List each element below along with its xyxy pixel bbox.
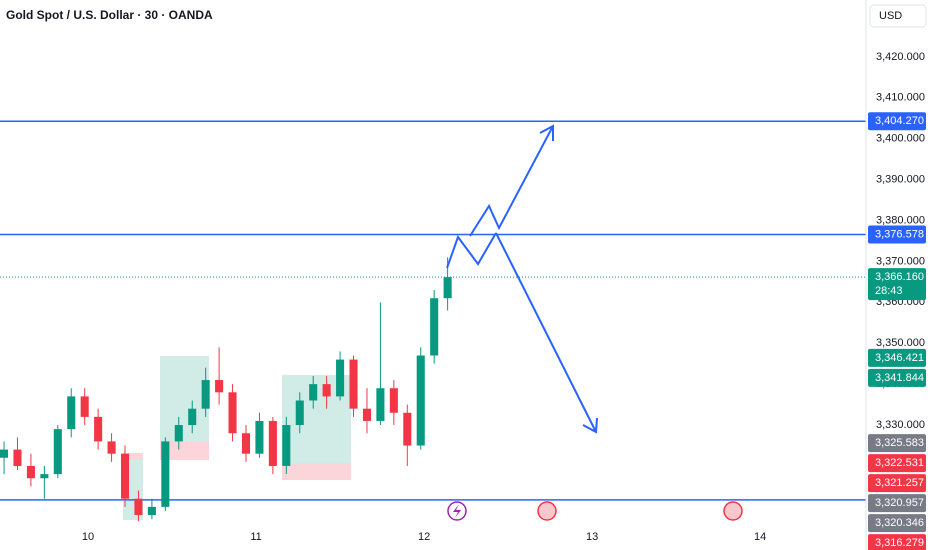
candle-body xyxy=(147,506,156,516)
candle-body xyxy=(241,433,251,454)
y-tick-label: 3,390.000 xyxy=(876,173,925,185)
candle-body xyxy=(322,384,331,397)
candle-body xyxy=(416,355,425,446)
x-tick-label: 10 xyxy=(82,531,94,543)
y-tick-label: 3,400.000 xyxy=(876,133,925,145)
candle-body xyxy=(309,384,318,401)
candle-body xyxy=(362,408,371,421)
price-label: 3,320.957 xyxy=(875,497,924,509)
candle-body xyxy=(174,425,183,442)
candle-body xyxy=(349,359,358,409)
price-label: 3,346.421 xyxy=(875,352,924,364)
projection-down xyxy=(495,232,597,433)
price-label: 3,376.578 xyxy=(875,228,924,240)
candle-body xyxy=(80,396,89,417)
candle-body xyxy=(376,388,385,421)
y-tick-label: 3,330.000 xyxy=(876,419,925,431)
candle-body xyxy=(403,412,412,446)
y-tick-label: 3,370.000 xyxy=(876,255,925,267)
candle-body xyxy=(295,400,304,426)
event-icon[interactable] xyxy=(723,501,743,521)
event-icons xyxy=(447,501,743,521)
price-label-box xyxy=(868,368,926,387)
candle-body xyxy=(67,396,76,430)
candle-body xyxy=(0,449,9,458)
candle-body xyxy=(228,392,237,434)
candle-body xyxy=(255,420,264,454)
price-label: 3,322.531 xyxy=(875,457,924,469)
candle-body xyxy=(26,465,35,479)
price-label: 3,404.270 xyxy=(875,115,924,127)
candle-body xyxy=(120,453,130,499)
candle-body xyxy=(13,449,22,466)
candle-body xyxy=(336,359,345,397)
projection-up xyxy=(469,125,554,237)
price-label-box xyxy=(868,348,926,367)
candle-body xyxy=(443,277,452,299)
price-label-box xyxy=(868,454,926,473)
y-tick-label: 3,420.000 xyxy=(876,51,925,63)
price-label-box xyxy=(868,494,926,513)
candle-body xyxy=(268,420,277,466)
y-tick-label: 3,350.000 xyxy=(876,337,925,349)
x-tick-label: 14 xyxy=(754,531,766,543)
price-label: 3,321.257 xyxy=(875,477,924,489)
zones xyxy=(123,356,351,520)
countdown: 28:43 xyxy=(875,285,903,297)
event-icon[interactable] xyxy=(537,501,557,521)
zone-red xyxy=(160,441,209,460)
currency: USD xyxy=(879,10,902,22)
arrow-head xyxy=(539,124,554,141)
price-label-box xyxy=(868,225,926,244)
candle-body xyxy=(430,298,439,356)
price-label: 3,341.844 xyxy=(875,372,924,384)
zone-green xyxy=(160,356,209,441)
arrow-head xyxy=(582,417,598,434)
zone-red xyxy=(282,463,351,480)
candle-body xyxy=(40,474,49,479)
price-label: 3,320.346 xyxy=(875,517,924,529)
candle-body xyxy=(94,416,103,442)
zone-red xyxy=(123,453,143,460)
event-bolt xyxy=(453,504,461,518)
candle-body xyxy=(201,380,210,409)
currency-button[interactable] xyxy=(869,4,927,28)
price-label: 3,325.583 xyxy=(875,437,924,449)
price-label-box xyxy=(868,534,926,550)
y-tick-label: 3,410.000 xyxy=(876,92,925,104)
chart-title: Gold Spot / U.S. Dollar · 30 · OANDA xyxy=(6,8,213,22)
candle-body xyxy=(134,498,143,516)
price-label: 3,366.160 xyxy=(875,271,924,283)
price-label-box xyxy=(868,268,926,301)
candle-body xyxy=(161,441,170,507)
price-label-box xyxy=(868,474,926,493)
candle-body xyxy=(215,380,224,393)
candle-body xyxy=(107,441,116,454)
x-tick-label: 12 xyxy=(418,531,430,543)
projection-path xyxy=(446,232,497,269)
price-label-box xyxy=(868,514,926,533)
x-tick-label: 11 xyxy=(250,531,261,543)
x-tick-label: 13 xyxy=(586,531,598,543)
candle-body xyxy=(53,429,62,475)
price-label-box xyxy=(868,434,926,453)
price-label-box xyxy=(868,112,926,131)
projection-arrows xyxy=(446,124,598,434)
price-label: 3,316.279 xyxy=(875,537,924,549)
candle-body xyxy=(188,408,197,426)
y-tick-label: 3,380.000 xyxy=(876,214,925,226)
candle-body xyxy=(282,425,291,466)
candle-body xyxy=(389,388,398,413)
